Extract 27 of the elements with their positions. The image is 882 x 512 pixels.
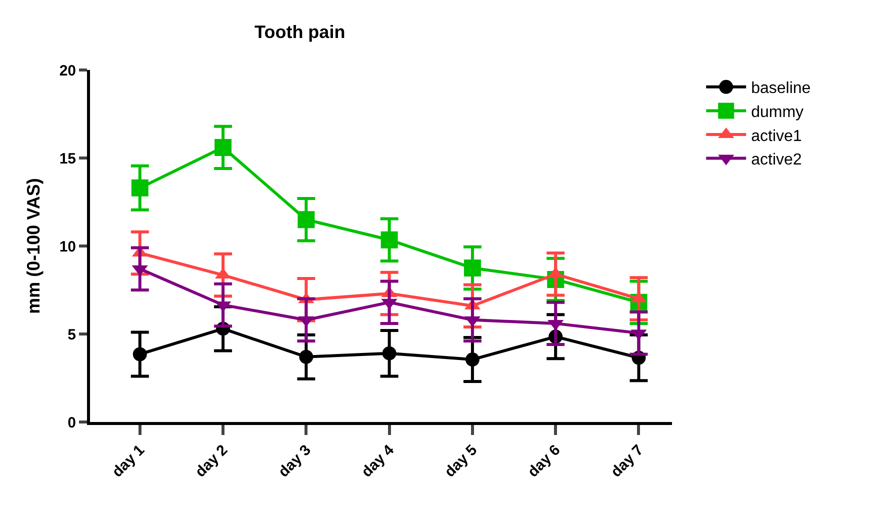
- point: [465, 352, 480, 367]
- x-tick-label: day 4: [358, 441, 398, 481]
- point: [132, 347, 147, 362]
- legend-label: active2: [751, 152, 802, 169]
- chart-title: Tooth pain: [254, 22, 346, 42]
- point: [298, 211, 315, 228]
- x-tick-label: day 1: [108, 442, 148, 481]
- legend-label: active1: [751, 128, 802, 145]
- legend-label: dummy: [751, 104, 804, 121]
- point: [131, 179, 148, 196]
- x-tick-label: day 7: [608, 442, 647, 481]
- point: [299, 350, 314, 364]
- point: [214, 138, 232, 156]
- point: [382, 346, 396, 360]
- x-tick-label: day 3: [275, 442, 314, 481]
- x-tick-label: day 6: [524, 442, 564, 481]
- y-tick-label: 10: [59, 238, 76, 256]
- legend-label: baseline: [751, 80, 811, 98]
- y-axis-title: mm (0-100 VAS): [24, 178, 44, 314]
- y-tick-label: 5: [68, 326, 76, 344]
- y-tick-label: 20: [59, 62, 76, 80]
- point: [464, 260, 481, 276]
- y-tick-label: 0: [68, 414, 76, 432]
- x-tick-label: day 2: [192, 442, 232, 481]
- point: [380, 231, 398, 248]
- x-tick-label: day 5: [441, 442, 481, 481]
- y-tick-label: 15: [59, 150, 76, 168]
